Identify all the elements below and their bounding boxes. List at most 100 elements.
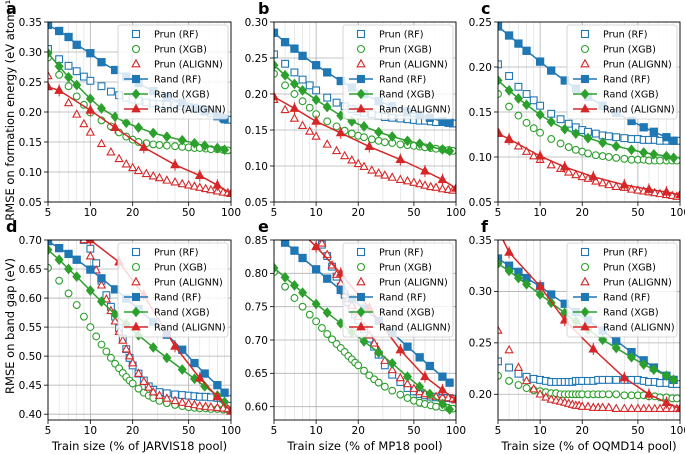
data-point xyxy=(445,145,455,157)
panel-letter: b xyxy=(258,0,269,18)
data-point xyxy=(195,182,205,191)
legend-marker xyxy=(580,321,590,331)
data-point xyxy=(299,229,307,236)
data-point xyxy=(380,170,390,179)
y-tick-label: 0.65 xyxy=(19,264,42,276)
data-point xyxy=(305,103,314,112)
x-tick-label: 10 xyxy=(84,425,97,437)
x-tick-label: 50 xyxy=(182,207,195,219)
legend-marker xyxy=(580,292,590,302)
data-point xyxy=(118,335,128,344)
data-point xyxy=(535,150,546,160)
data-point xyxy=(183,179,194,189)
y-tick-label: 0.25 xyxy=(469,17,492,29)
data-point xyxy=(323,330,332,338)
data-point xyxy=(498,254,503,263)
data-point xyxy=(212,179,223,189)
data-point xyxy=(64,263,74,275)
legend-marker xyxy=(580,247,590,257)
series-line xyxy=(48,52,225,151)
data-point xyxy=(55,276,64,285)
x-tick-label: 10 xyxy=(309,207,322,219)
data-point xyxy=(72,271,82,282)
legend-label: Rand (RF) xyxy=(603,75,650,86)
data-point xyxy=(110,122,121,132)
legend-frame xyxy=(342,242,454,338)
data-point xyxy=(281,81,290,90)
data-point xyxy=(162,131,172,142)
data-point xyxy=(305,81,314,90)
panel-letter: a xyxy=(6,0,17,18)
data-point xyxy=(374,347,384,359)
data-point xyxy=(322,101,332,113)
data-point xyxy=(170,340,180,350)
data-point xyxy=(48,45,52,53)
data-point xyxy=(604,375,613,384)
data-point xyxy=(85,127,96,136)
x-tick-label: 10 xyxy=(84,207,97,219)
data-point xyxy=(311,115,322,125)
axes-frame xyxy=(273,21,457,203)
data-point xyxy=(535,280,546,290)
data-point xyxy=(85,285,95,296)
data-point xyxy=(445,378,454,387)
data-point xyxy=(639,123,648,132)
data-point xyxy=(106,353,115,362)
data-point xyxy=(144,382,154,391)
axes-frame xyxy=(497,239,681,421)
legend-marker xyxy=(131,44,141,54)
data-point xyxy=(402,175,413,185)
legend-label: Rand (XGB) xyxy=(603,308,659,319)
data-point xyxy=(535,57,545,66)
legend-label: Rand (ALIGNN) xyxy=(603,105,675,116)
data-point xyxy=(604,132,613,141)
data-point xyxy=(626,184,637,193)
panel-e: 5 10 20 50 100 0.60 0.65 0.70 0.75 0.80 0.85 Prun (… xyxy=(245,217,466,453)
y-tick-label: 0.10 xyxy=(245,161,268,173)
data-point xyxy=(374,378,383,387)
data-point xyxy=(588,343,599,353)
legend-label: Prun (XGB) xyxy=(603,45,656,56)
data-point xyxy=(213,381,222,390)
data-point xyxy=(72,301,81,309)
data-point xyxy=(64,32,73,42)
data-point xyxy=(633,185,643,194)
data-point xyxy=(415,381,425,393)
data-point xyxy=(437,398,447,410)
data-point xyxy=(529,374,538,383)
x-tick-label: 20 xyxy=(126,207,139,219)
data-point xyxy=(138,141,149,151)
x-tick-label: 5 xyxy=(271,425,278,437)
series-rand-xgb xyxy=(48,47,230,156)
data-point xyxy=(522,99,532,111)
data-point xyxy=(134,122,144,133)
legend-label: Prun (RF) xyxy=(379,248,423,259)
data-point xyxy=(162,352,172,364)
data-point xyxy=(494,225,502,232)
y-tick-label: 0.45 xyxy=(19,380,42,392)
data-point xyxy=(619,179,630,189)
data-point xyxy=(332,98,341,107)
legend-marker xyxy=(131,74,141,84)
data-point xyxy=(124,350,135,360)
data-point xyxy=(106,87,115,96)
data-point xyxy=(194,170,205,180)
data-point xyxy=(669,152,679,164)
data-point xyxy=(121,158,131,168)
data-point xyxy=(612,375,621,384)
data-point xyxy=(72,40,81,49)
data-point xyxy=(559,161,570,171)
legend-label: Prun (RF) xyxy=(603,30,647,41)
data-point xyxy=(380,138,389,147)
data-point xyxy=(128,379,137,388)
y-tick-label: 0.20 xyxy=(469,62,492,74)
data-point xyxy=(162,175,172,184)
y-tick-label: 0.10 xyxy=(19,167,42,179)
legend-marker xyxy=(131,321,141,331)
data-point xyxy=(290,294,299,302)
data-point xyxy=(48,70,53,80)
data-point xyxy=(547,135,556,143)
data-point xyxy=(298,302,307,311)
data-point xyxy=(280,38,290,47)
